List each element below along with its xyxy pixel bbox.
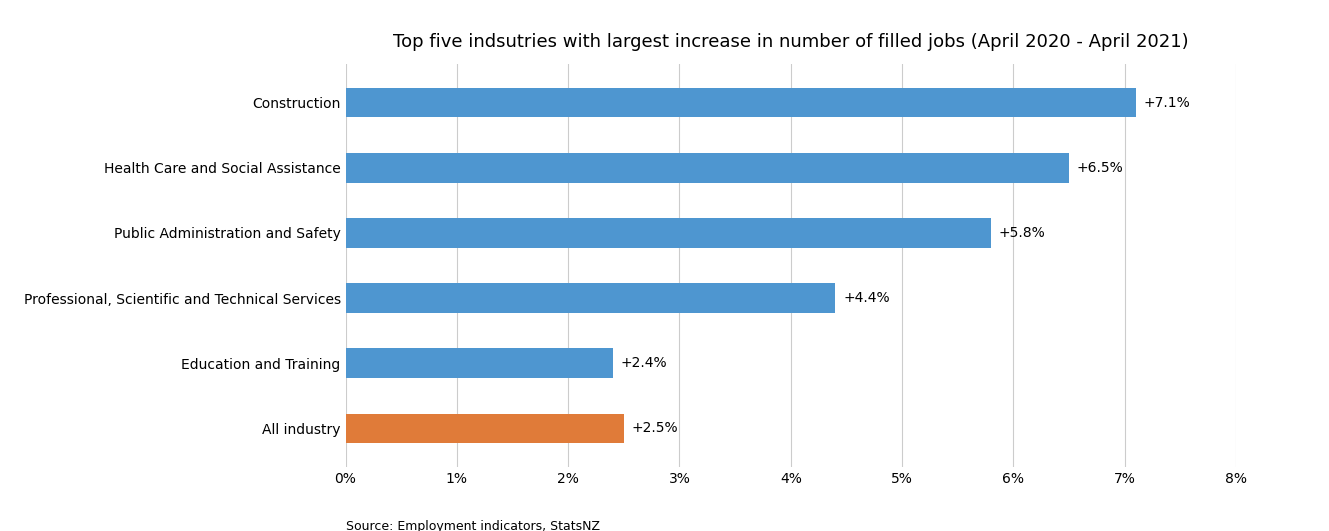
Text: +7.1%: +7.1% <box>1143 96 1191 110</box>
Text: +2.4%: +2.4% <box>621 356 667 370</box>
Text: +4.4%: +4.4% <box>843 291 889 305</box>
Text: Source: Employment indicators, StatsNZ: Source: Employment indicators, StatsNZ <box>346 520 599 531</box>
Text: +2.5%: +2.5% <box>631 421 678 435</box>
Bar <box>346 414 623 443</box>
Bar <box>346 348 613 378</box>
Text: +5.8%: +5.8% <box>999 226 1046 240</box>
Bar <box>346 218 991 247</box>
Text: +6.5%: +6.5% <box>1076 161 1123 175</box>
Bar <box>346 153 1069 183</box>
Title: Top five indsutries with largest increase in number of filled jobs (April 2020 -: Top five indsutries with largest increas… <box>393 33 1188 51</box>
Bar <box>346 284 836 313</box>
Bar <box>346 88 1136 117</box>
